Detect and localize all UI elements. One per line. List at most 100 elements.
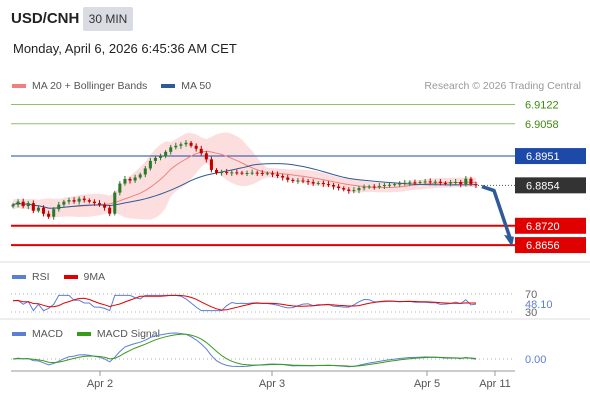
current-price-tag-text: 6.8854: [526, 180, 560, 192]
legend-rsi: RSI: [12, 271, 50, 283]
candle-body: [433, 181, 437, 183]
candle-body: [230, 172, 234, 174]
candle-body: [72, 200, 76, 202]
level-tags: 6.9122 6.9058 6.8951 6.8854 6.8720 6.8656: [515, 99, 586, 254]
candle-body: [408, 182, 412, 184]
candle-body: [67, 200, 71, 202]
candle-body: [428, 181, 432, 183]
forecast-arrow-head: [504, 234, 514, 247]
candle-body: [108, 207, 112, 214]
candle-body: [164, 151, 168, 157]
research-credit: Research © 2026 Trading Central: [424, 80, 581, 92]
candle-body: [362, 187, 366, 189]
legend-ma50: MA 50: [161, 80, 211, 92]
candle-body: [398, 183, 402, 185]
legend-macd: MACD: [12, 328, 63, 340]
candle-body: [235, 172, 239, 174]
candle-body: [97, 203, 102, 205]
candle-body: [128, 179, 132, 181]
candle-body: [291, 179, 295, 182]
x-axis: Apr 2 Apr 3 Apr 5 Apr 11: [11, 370, 515, 390]
level-tag-red-text-4: 6.8720: [526, 221, 560, 233]
rsi-9ma-line: [12, 294, 476, 311]
legend-ma20: MA 20 + Bollinger Bands: [12, 80, 147, 92]
candle-body: [286, 177, 290, 180]
instrument-title: USD/CNH: [11, 10, 80, 27]
x-tick-label-0: Apr 2: [87, 378, 113, 390]
candle-body: [36, 207, 40, 211]
candle-body: [143, 168, 147, 175]
level-tag-red-bg-5: [515, 237, 586, 254]
candle-body: [449, 182, 453, 184]
candle-body: [11, 204, 15, 207]
macd-signal-line: [12, 333, 477, 367]
candle-body: [281, 175, 285, 178]
legend-macd-signal: MACD Signal: [76, 328, 160, 340]
candle-body: [316, 182, 320, 184]
candle-body: [418, 182, 422, 184]
candle-body: [133, 177, 137, 181]
candle-body: [372, 186, 376, 188]
legend-swatch-ma20: [12, 84, 26, 88]
macd-line: [12, 332, 477, 368]
forecast-arrow-shaft: [481, 184, 512, 239]
candle-body: [148, 160, 152, 169]
candle-body: [31, 203, 35, 211]
legend-9ma: 9MA: [63, 271, 106, 283]
candle-body: [306, 181, 310, 183]
legend-swatch-ma50: [161, 84, 176, 88]
level-tag-blue-bg: [515, 148, 586, 165]
candle-body: [454, 182, 458, 184]
candle-body: [464, 178, 468, 185]
candle-body: [82, 198, 86, 201]
candle-body: [265, 173, 269, 175]
bollinger-band-layer: [13, 132, 476, 220]
candle-body: [199, 148, 203, 154]
candle-body: [138, 174, 142, 178]
legend-swatch-rsi: [12, 275, 26, 279]
candle-body: [240, 172, 244, 174]
candle-body: [214, 169, 219, 173]
legend-label-9ma: 9MA: [83, 271, 106, 283]
candle-body: [209, 159, 213, 170]
candle-body: [189, 142, 193, 146]
candle-body: [377, 185, 381, 187]
current-price-tag-bg: [515, 177, 586, 194]
candle-body: [321, 182, 325, 185]
x-tick-label-3: Apr 11: [479, 378, 511, 390]
candle-body: [47, 213, 51, 217]
candle-body: [255, 172, 259, 174]
candle-body: [276, 174, 280, 176]
legend-label-ma20: MA 20 + Bollinger Bands: [32, 80, 148, 92]
timeframe-button[interactable]: 30 MIN: [83, 7, 133, 31]
candle-body: [194, 145, 198, 149]
datetime-label: Monday, April 6, 2026 6:45:36 AM CET: [13, 41, 237, 56]
candle-body: [57, 204, 61, 210]
candle-body: [103, 204, 107, 208]
candle-body: [225, 172, 229, 174]
forecast-arrow-layer: [481, 184, 514, 247]
candle-body: [413, 182, 417, 184]
candle-body: [357, 188, 361, 191]
rsi-level-label-1: 30: [525, 307, 537, 319]
legend-swatch-macd-signal: [76, 332, 91, 336]
level-tag-red-bg-4: [515, 217, 586, 234]
candle-body: [169, 147, 173, 152]
candles: [11, 140, 478, 220]
candle-body: [326, 184, 330, 186]
candle-body: [113, 192, 117, 214]
candle-body: [311, 182, 315, 184]
candle-body: [62, 201, 66, 205]
x-tick-label-2: Apr 5: [414, 378, 440, 390]
rsi-line: [12, 294, 477, 312]
candle-body: [250, 172, 254, 174]
price-legend: MA 20 + Bollinger Bands MA 50: [12, 80, 225, 92]
candle-body: [21, 201, 25, 207]
candle-body: [16, 201, 20, 205]
candle-body: [474, 184, 478, 186]
candle-body: [393, 184, 397, 186]
candle-body: [459, 182, 463, 185]
candle-body: [438, 181, 442, 183]
candle-body: [342, 188, 346, 190]
